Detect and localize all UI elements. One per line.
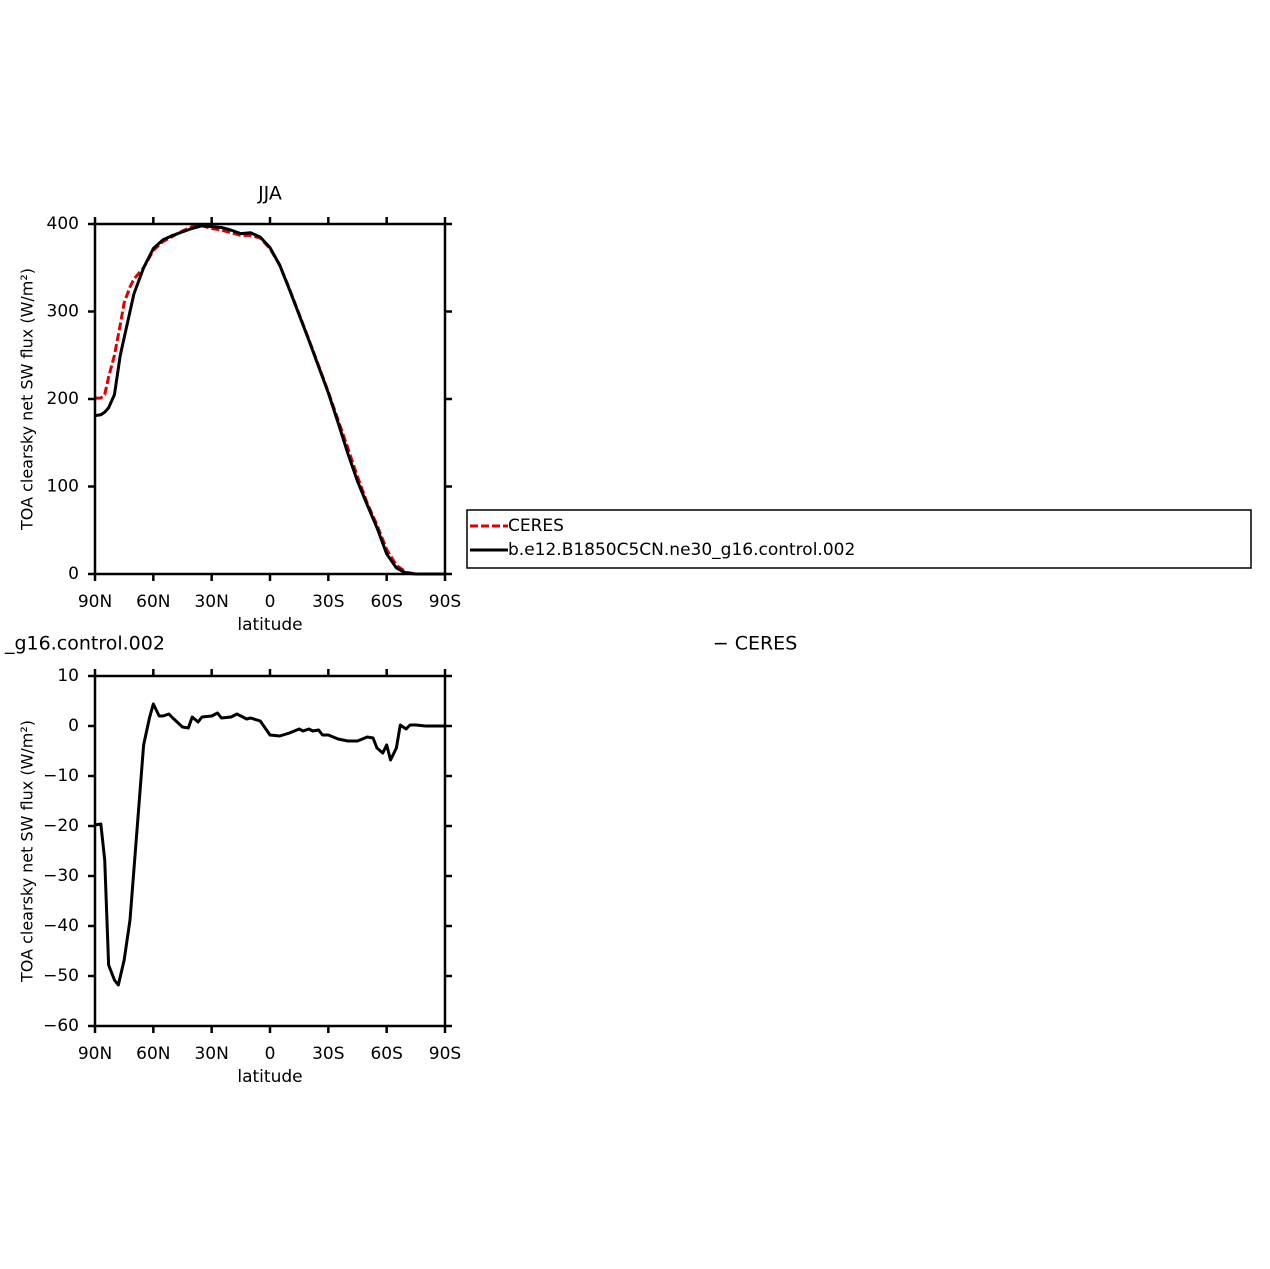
y-tick-label: 0	[68, 564, 79, 584]
x-tick-label: 30N	[194, 592, 228, 612]
y-tick-label: 0	[68, 716, 79, 736]
x-tick-label: 0	[265, 1044, 276, 1064]
x-tick-label: 90N	[78, 592, 112, 612]
x-tick-label: 30N	[194, 1044, 228, 1064]
y-tick-label: 100	[47, 477, 79, 497]
chart-title-right: − CERES	[713, 633, 798, 655]
x-tick-label: 0	[265, 592, 276, 612]
x-tick-label: 90S	[429, 1044, 461, 1064]
data-line	[94, 702, 445, 987]
x-axis-label: latitude	[237, 615, 302, 635]
y-tick-label: −20	[43, 816, 79, 836]
x-tick-label: 60S	[370, 1044, 402, 1064]
legend-label: CERES	[508, 516, 564, 536]
y-tick-label: 400	[47, 214, 79, 234]
x-tick-label: 30S	[312, 1044, 344, 1064]
x-tick-label: 60N	[136, 592, 170, 612]
x-tick-label: 60S	[370, 592, 402, 612]
y-tick-label: −30	[43, 866, 79, 886]
y-axis-label: TOA clearsky net SW flux (W/m²)	[18, 268, 37, 531]
x-axis-label: latitude	[237, 1067, 302, 1087]
y-tick-label: 300	[47, 302, 79, 322]
data-line	[95, 224, 445, 576]
x-tick-label: 60N	[136, 1044, 170, 1064]
y-tick-label: −10	[43, 766, 79, 786]
legend-label: b.e12.B1850C5CN.ne30_g16.control.002	[508, 540, 855, 560]
y-tick-label: 10	[57, 666, 79, 686]
plot-frame	[93, 222, 447, 576]
data-line	[94, 224, 445, 576]
chart-title: JJA	[257, 183, 282, 205]
x-tick-label: 30S	[312, 592, 344, 612]
y-tick-label: −60	[43, 1016, 79, 1036]
x-tick-label: 90N	[78, 1044, 112, 1064]
y-tick-label: −50	[43, 966, 79, 986]
x-tick-label: 90S	[429, 592, 461, 612]
y-tick-label: −40	[43, 916, 79, 936]
legend-box	[466, 509, 1252, 569]
chart-title-left: _g16.control.002	[4, 633, 165, 655]
y-axis-label: TOA clearsky net SW flux (W/m²)	[18, 720, 37, 983]
y-tick-label: 200	[47, 389, 79, 409]
